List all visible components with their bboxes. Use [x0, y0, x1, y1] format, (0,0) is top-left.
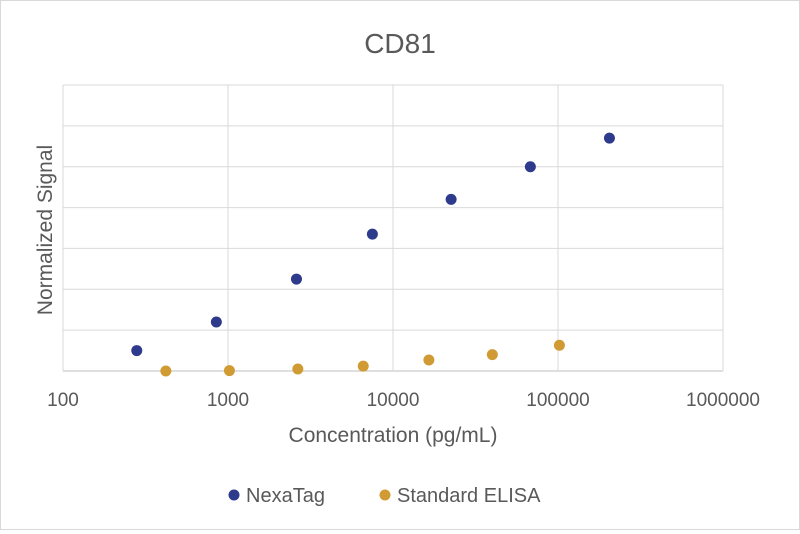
data-point-standard-elisa: [292, 363, 304, 375]
x-tick-label: 100000: [526, 390, 589, 411]
data-point-standard-elisa: [553, 339, 565, 351]
data-point-nexatag: [290, 273, 302, 285]
x-tick-label: 10000: [367, 390, 420, 411]
data-point-nexatag: [524, 161, 536, 173]
legend: NexaTag Standard ELISA: [228, 485, 541, 507]
legend-marker-standard-elisa: [379, 489, 391, 501]
x-tick-label: 100: [47, 390, 79, 411]
y-axis-label: Normalized Signal: [34, 145, 57, 315]
x-tick-labels: 100 1000 10000 100000 1000000: [47, 390, 760, 411]
legend-label-nexatag: NexaTag: [246, 485, 325, 507]
x-tick-label: 1000: [207, 390, 249, 411]
data-point-nexatag: [366, 228, 378, 240]
data-point-nexatag: [210, 316, 222, 328]
gridlines: [62, 84, 724, 372]
data-point-standard-elisa: [486, 349, 498, 361]
data-point-standard-elisa: [223, 365, 235, 377]
legend-marker-nexatag: [228, 489, 240, 501]
data-point-standard-elisa: [423, 354, 435, 366]
data-point-nexatag: [131, 345, 143, 357]
legend-label-standard-elisa: Standard ELISA: [397, 485, 541, 507]
plot-points: [131, 132, 615, 377]
data-point-nexatag: [603, 132, 615, 144]
x-tick-label: 1000000: [686, 390, 760, 411]
data-point-nexatag: [445, 193, 457, 205]
data-point-standard-elisa: [160, 365, 172, 377]
chart-title: CD81: [364, 28, 436, 59]
x-axis-label: Concentration (pg/mL): [289, 424, 498, 447]
data-point-standard-elisa: [357, 360, 369, 372]
